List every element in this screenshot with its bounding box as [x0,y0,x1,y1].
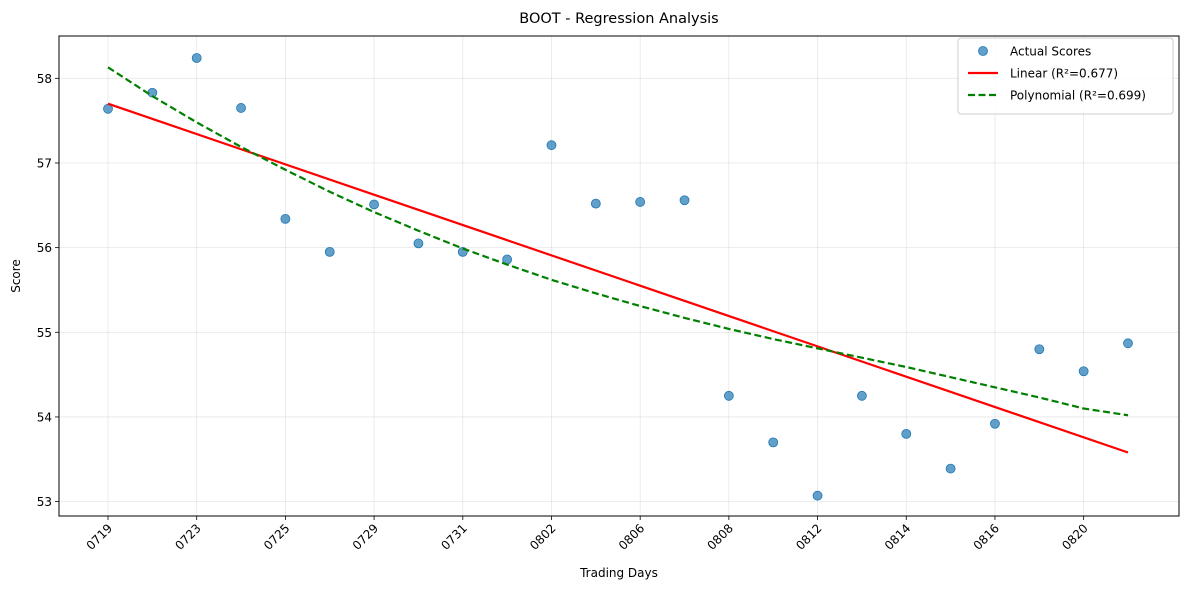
scatter-point [768,437,779,448]
plot-frame [58,35,1180,517]
scatter-point [723,390,734,401]
scatter-point [635,197,646,207]
y-tick-label: 56 [37,241,52,255]
legend-label: Actual Scores [1010,45,1091,59]
legend-label: Linear (R²=0.677) [1010,67,1118,81]
scatter-point [191,53,202,63]
legend-box [957,37,1174,115]
y-tick-label: 57 [37,156,52,170]
y-tick-label: 53 [37,495,52,509]
scatter-point [1034,344,1045,355]
chart-title: BOOT - Regression Analysis [519,11,719,27]
scatter-point [990,418,1000,429]
y-tick-label: 55 [37,326,52,340]
scatter-point [369,199,379,210]
legend-marker-scatter [978,46,988,56]
scatter-point [945,463,956,474]
scatter-point [280,213,291,224]
scatter-point [413,238,424,249]
scatter-point [590,198,601,209]
linear-fit-line [107,102,1129,454]
plot-content [103,53,1133,501]
y-axis-label: Score [9,259,23,293]
x-axis-label: Trading Days [579,566,658,580]
polynomial-fit-line [107,66,1129,417]
legend: Actual Scores Linear (R²=0.677) Polynomial… [957,37,1174,115]
y-tick-label: 54 [37,410,52,424]
scatter-point [857,390,867,401]
y-tick-label: 58 [37,72,52,86]
scatter-point [1078,366,1089,377]
y-axis-ticks: 53 54 55 56 57 58 [37,72,59,509]
legend-label: Polynomial (R²=0.699) [1010,89,1146,103]
scatter-point [679,195,690,206]
scatter-point [901,428,912,439]
scatter-point [812,490,823,501]
grid-lines [59,36,1179,516]
scatter-point [324,246,335,257]
scatter-point [1123,338,1133,349]
scatter-point [546,140,557,151]
scatter-point [236,103,246,113]
